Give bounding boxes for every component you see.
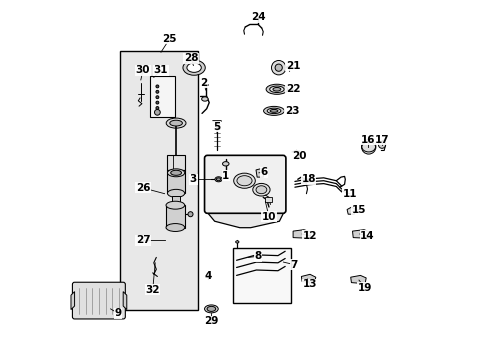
- Text: 12: 12: [302, 231, 317, 241]
- Circle shape: [156, 90, 159, 93]
- Bar: [264, 197, 271, 202]
- Text: 22: 22: [285, 84, 300, 94]
- Circle shape: [156, 85, 159, 88]
- Text: 9: 9: [114, 308, 121, 318]
- Circle shape: [271, 60, 285, 75]
- Circle shape: [156, 96, 159, 99]
- Bar: [167, 155, 185, 170]
- Ellipse shape: [204, 305, 218, 313]
- Bar: [166, 205, 184, 228]
- Ellipse shape: [170, 170, 181, 175]
- Ellipse shape: [215, 177, 222, 182]
- Ellipse shape: [167, 169, 184, 177]
- Text: 17: 17: [374, 135, 388, 145]
- Polygon shape: [352, 230, 370, 238]
- Text: 7: 7: [290, 260, 297, 270]
- Text: 5: 5: [212, 122, 220, 132]
- Bar: [150, 76, 174, 117]
- Bar: [171, 196, 180, 203]
- Polygon shape: [256, 168, 264, 177]
- Text: 2: 2: [200, 78, 207, 88]
- Ellipse shape: [166, 118, 185, 128]
- Text: 24: 24: [250, 12, 265, 22]
- Text: 31: 31: [153, 65, 168, 75]
- Polygon shape: [292, 230, 310, 238]
- Circle shape: [156, 107, 159, 109]
- Ellipse shape: [272, 87, 280, 91]
- Polygon shape: [346, 207, 355, 214]
- Ellipse shape: [233, 173, 255, 188]
- Text: 3: 3: [189, 174, 197, 184]
- Text: 19: 19: [357, 283, 371, 293]
- Text: 32: 32: [145, 285, 160, 295]
- Circle shape: [156, 101, 159, 104]
- Polygon shape: [71, 292, 75, 310]
- Circle shape: [378, 141, 385, 148]
- Text: 14: 14: [360, 231, 374, 241]
- Ellipse shape: [186, 63, 201, 72]
- FancyBboxPatch shape: [72, 282, 125, 319]
- Text: 8: 8: [254, 251, 261, 261]
- Text: 27: 27: [135, 235, 150, 246]
- Text: 25: 25: [162, 34, 177, 44]
- Text: 13: 13: [302, 279, 317, 289]
- Polygon shape: [123, 292, 126, 310]
- Bar: [232, 248, 291, 303]
- Ellipse shape: [206, 273, 210, 276]
- Text: 30: 30: [136, 65, 150, 75]
- Ellipse shape: [206, 306, 215, 311]
- Text: 4: 4: [203, 271, 211, 282]
- Polygon shape: [301, 274, 315, 283]
- Ellipse shape: [263, 107, 284, 116]
- Ellipse shape: [222, 162, 228, 166]
- Ellipse shape: [252, 184, 269, 196]
- Circle shape: [187, 212, 193, 217]
- Ellipse shape: [256, 186, 266, 194]
- Ellipse shape: [266, 108, 280, 114]
- Ellipse shape: [166, 224, 184, 231]
- Ellipse shape: [201, 97, 208, 101]
- Ellipse shape: [216, 178, 220, 181]
- Text: 26: 26: [136, 183, 150, 193]
- Text: 16: 16: [360, 135, 374, 145]
- Polygon shape: [205, 211, 284, 228]
- Ellipse shape: [167, 189, 184, 197]
- Ellipse shape: [237, 176, 251, 186]
- Text: 15: 15: [351, 204, 366, 215]
- Text: 20: 20: [291, 150, 306, 161]
- Polygon shape: [350, 275, 366, 284]
- Ellipse shape: [235, 241, 239, 243]
- Bar: [167, 170, 184, 193]
- Ellipse shape: [269, 109, 277, 112]
- Ellipse shape: [166, 201, 184, 209]
- Ellipse shape: [265, 84, 287, 94]
- Ellipse shape: [169, 120, 182, 126]
- Circle shape: [361, 140, 375, 154]
- Text: 18: 18: [301, 174, 315, 184]
- Circle shape: [154, 109, 160, 115]
- FancyBboxPatch shape: [204, 156, 285, 213]
- Text: 28: 28: [183, 53, 198, 63]
- Text: 23: 23: [284, 106, 299, 116]
- Text: 29: 29: [204, 316, 218, 326]
- Ellipse shape: [269, 86, 284, 93]
- Circle shape: [275, 64, 282, 71]
- Ellipse shape: [183, 60, 205, 75]
- Text: 11: 11: [342, 189, 356, 199]
- Text: 6: 6: [260, 167, 267, 177]
- Bar: [120, 51, 197, 310]
- Text: 21: 21: [285, 60, 300, 71]
- Text: 1: 1: [222, 171, 229, 181]
- Text: 10: 10: [261, 212, 276, 222]
